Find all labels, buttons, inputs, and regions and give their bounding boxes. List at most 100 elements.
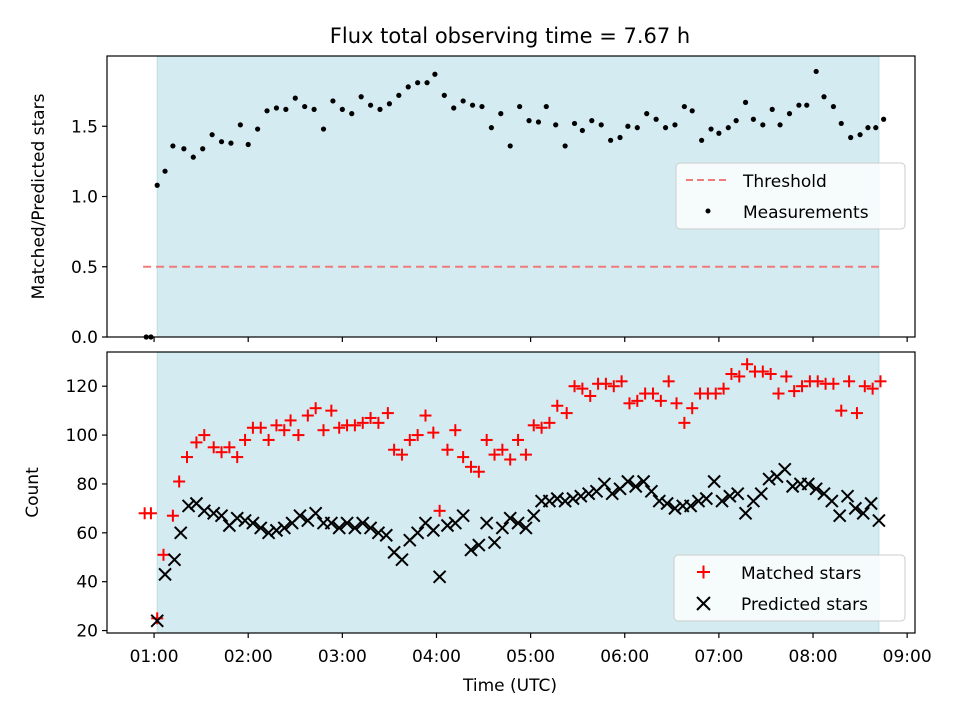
matched-star-point bbox=[843, 375, 856, 388]
predicted-star-point bbox=[432, 570, 447, 584]
predicted-star-point bbox=[762, 472, 776, 486]
matched-star-point bbox=[198, 429, 211, 442]
predicted-star-point bbox=[683, 499, 698, 513]
matched-star-point bbox=[504, 453, 517, 466]
matched-star-point bbox=[223, 441, 236, 454]
measurement-point bbox=[386, 101, 393, 107]
predicted-star-point bbox=[363, 521, 378, 535]
measurement-point bbox=[769, 106, 775, 112]
measurement-point bbox=[405, 84, 411, 90]
predicted-star-point bbox=[872, 513, 886, 528]
bottom-x-tick-label: 02:00 bbox=[224, 647, 273, 667]
matched-star-point bbox=[381, 407, 394, 420]
matched-star-point bbox=[395, 448, 408, 461]
matched-star-point bbox=[231, 451, 244, 464]
bottom-y-ticks: 20 40 60 80 100 120 bbox=[66, 377, 107, 642]
predicted-star-point bbox=[158, 567, 172, 582]
predicted-star-point bbox=[238, 513, 252, 528]
matched-star-point bbox=[151, 612, 164, 625]
measurement-point bbox=[672, 122, 678, 128]
bottom-y-tick-label: 20 bbox=[76, 622, 98, 642]
measurement-point bbox=[881, 116, 887, 122]
measurement-point bbox=[339, 106, 345, 112]
matched-star-point bbox=[254, 421, 267, 434]
predicted-star-point bbox=[542, 494, 557, 508]
predicted-star-point bbox=[440, 518, 455, 533]
predicted-star-point bbox=[621, 474, 635, 489]
matched-star-point bbox=[519, 448, 532, 461]
legend-matched-swatch bbox=[697, 565, 710, 579]
predicted-star-point bbox=[456, 509, 470, 523]
matched-star-point bbox=[372, 416, 385, 429]
measurement-point bbox=[367, 102, 374, 108]
measurement-point bbox=[507, 143, 513, 149]
matched-star-point bbox=[741, 358, 754, 371]
predicted-star-points bbox=[150, 462, 886, 628]
predicted-star-point bbox=[801, 477, 816, 491]
top-ylabel: Matched/Predicted stars bbox=[29, 93, 49, 299]
measurement-point bbox=[245, 141, 251, 148]
measurement-point bbox=[653, 116, 659, 122]
chart-title: Flux total observing time = 7.67 h bbox=[330, 24, 690, 48]
measurement-point bbox=[517, 103, 523, 110]
predicted-star-point bbox=[495, 521, 510, 535]
bottom-axes-frame bbox=[106, 351, 916, 634]
predicted-star-point bbox=[566, 491, 580, 506]
matched-star-point bbox=[874, 375, 887, 388]
matched-star-point bbox=[527, 419, 540, 432]
top-x-ticks bbox=[153, 337, 908, 342]
measurement-point bbox=[742, 99, 749, 105]
measurement-point bbox=[526, 118, 532, 124]
measurement-point bbox=[311, 106, 317, 112]
matched-star-point bbox=[207, 441, 220, 454]
predicted-star-point bbox=[410, 526, 425, 540]
predicted-star-point bbox=[261, 526, 276, 540]
matched-star-point bbox=[157, 548, 170, 561]
predicted-star-point bbox=[254, 521, 268, 535]
x-axis-label: Time (UTC) bbox=[462, 676, 557, 696]
measurement-point bbox=[857, 132, 863, 138]
measurement-point bbox=[725, 125, 731, 131]
matched-star-point bbox=[388, 443, 401, 456]
bottom-x-tick-label: 03:00 bbox=[318, 647, 367, 667]
measurement-point bbox=[273, 105, 280, 111]
matched-star-point bbox=[811, 375, 824, 388]
matched-star-point bbox=[449, 424, 462, 437]
top-y-tick-label: 0.5 bbox=[71, 258, 98, 278]
measurement-point bbox=[553, 122, 559, 128]
matched-star-point bbox=[662, 375, 675, 388]
measurement-point bbox=[264, 108, 270, 114]
matched-star-point bbox=[576, 382, 589, 395]
matched-star-point bbox=[654, 394, 667, 407]
bottom-x-ticks: 01:00 02:00 03:00 04:00 05:00 06:00 07:00 08:00… bbox=[130, 633, 932, 667]
predicted-star-point bbox=[731, 487, 745, 501]
matched-star-point bbox=[419, 409, 432, 422]
predicted-star-point bbox=[605, 487, 619, 501]
measurement-point bbox=[479, 103, 485, 110]
predicted-star-point bbox=[511, 516, 525, 530]
measurement-point bbox=[579, 127, 585, 134]
matched-star-point bbox=[411, 429, 424, 442]
predicted-star-point bbox=[832, 509, 847, 523]
bottom-y-tick-label: 100 bbox=[66, 426, 98, 446]
matched-star-point bbox=[348, 419, 361, 432]
predicted-star-point bbox=[527, 509, 541, 523]
predicted-star-point bbox=[324, 516, 339, 530]
measurement-point bbox=[865, 125, 871, 131]
legend-predicted-swatch bbox=[696, 596, 711, 611]
measurement-point bbox=[154, 182, 160, 188]
predicted-star-point bbox=[174, 526, 188, 540]
legend-measurement-label: Measurements bbox=[743, 203, 869, 223]
matched-star-point bbox=[480, 433, 493, 446]
measurement-point bbox=[708, 126, 714, 132]
legend-matched-label: Matched stars bbox=[741, 564, 861, 584]
predicted-star-point bbox=[340, 516, 354, 530]
matched-star-point bbox=[181, 451, 194, 464]
predicted-star-point bbox=[660, 496, 674, 511]
predicted-star-point bbox=[699, 491, 714, 506]
matched-star-point bbox=[623, 397, 636, 410]
measurement-point bbox=[432, 71, 438, 77]
matched-star-point bbox=[725, 367, 738, 380]
matched-star-point bbox=[309, 402, 322, 415]
